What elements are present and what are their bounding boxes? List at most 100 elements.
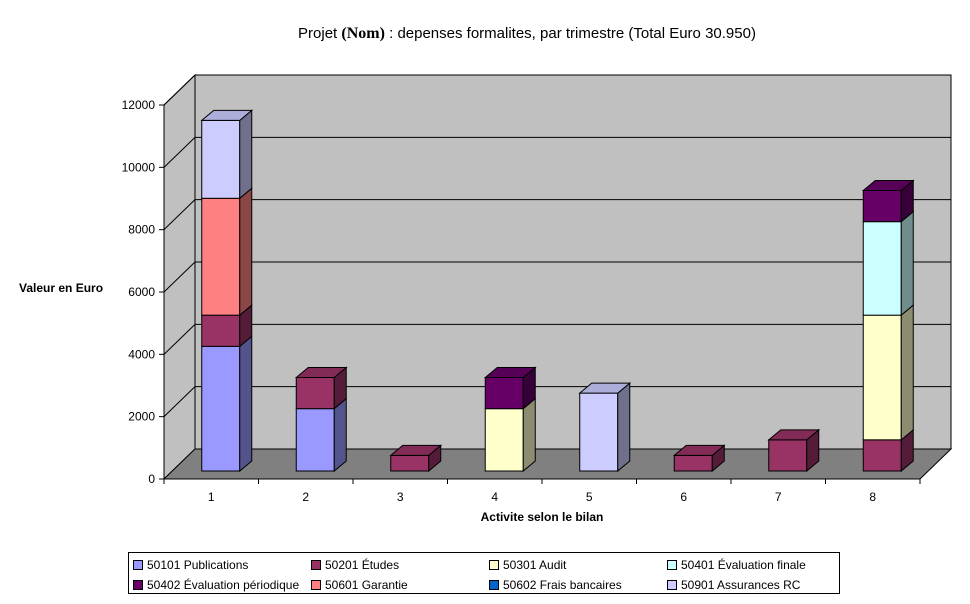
gridline-side (163, 199, 196, 231)
x-tick-label: 8 (869, 490, 876, 504)
legend-swatch (667, 560, 677, 570)
bar-segment (389, 444, 443, 473)
y-tick-label: 8000 (128, 223, 155, 237)
bar-side (239, 187, 253, 317)
gridline-side (163, 261, 196, 293)
legend-label: 50301 Audit (503, 558, 567, 572)
gridline-side (163, 386, 196, 418)
bar-segment (862, 304, 914, 441)
x-tick-label: 2 (302, 490, 309, 504)
gridline-side (163, 136, 196, 168)
legend-label: 50101 Publications (147, 558, 249, 572)
x-tick-label: 5 (586, 490, 593, 504)
legend-swatch (667, 580, 677, 590)
x-tick-label: 7 (775, 490, 782, 504)
legend-swatch (311, 560, 321, 570)
y-axis-label: Valeur en Euro (19, 281, 103, 295)
legend-item: 50601 Garantie (307, 575, 485, 595)
y-tick-label: 6000 (128, 285, 155, 299)
bar-segment (862, 210, 914, 317)
bar-segment (672, 444, 726, 473)
legend-item: 50201 Études (307, 555, 485, 575)
bar-front (484, 377, 524, 410)
bar-front (862, 314, 902, 441)
bar-side (239, 335, 253, 473)
bar-segment (578, 382, 632, 473)
legend-swatch (133, 580, 143, 590)
bar-segment (484, 397, 536, 473)
bar-top (389, 444, 443, 456)
bar-front (862, 439, 902, 472)
bar-top (767, 429, 821, 441)
bar-side (900, 210, 914, 317)
legend-item: 50101 Publications (129, 555, 307, 575)
legend-swatch (133, 560, 143, 570)
chart-title-suffix: : depenses formalites, par trimestre (To… (385, 25, 756, 42)
bar-top (483, 367, 537, 378)
y-tick-label: 10000 (122, 160, 156, 174)
bar-side (333, 397, 347, 473)
legend-item: 50402 Évaluation périodique (129, 575, 307, 595)
bar-front (295, 408, 335, 472)
bar-top (861, 180, 915, 191)
chart-title-emph: (Nom) (341, 25, 385, 42)
bar-segment (483, 366, 537, 410)
legend-item: 50901 Assurances RC (663, 575, 841, 595)
legend-item: 50301 Audit (485, 555, 663, 575)
bar-front (390, 454, 430, 472)
legend-label: 50901 Assurances RC (681, 578, 801, 592)
bar-front (673, 454, 713, 472)
bar-front (201, 197, 241, 316)
bar-front (201, 314, 241, 347)
bar-front (862, 190, 902, 223)
legend-swatch (489, 560, 499, 570)
bar-segment (201, 335, 253, 473)
y-tick-label: 4000 (128, 347, 155, 361)
floor (162, 448, 953, 480)
x-tick-label: 4 (491, 490, 498, 504)
chart-legend: 50101 Publications 50201 Études 50301 Audi… (128, 552, 840, 594)
legend-label: 50201 Études (325, 558, 400, 572)
gridline-side (163, 323, 196, 355)
bar-top (578, 382, 632, 394)
chart-title: Projet (Nom) : depenses formalites, par … (298, 25, 756, 42)
bar-front (201, 345, 241, 472)
bar-side (239, 109, 253, 200)
bar-segment (295, 397, 347, 473)
x-tick-label: 3 (397, 490, 404, 504)
legend-label: 50602 Frais bancaires (503, 578, 622, 592)
bar-segment (861, 179, 915, 223)
bar-side (522, 397, 536, 473)
legend-swatch (311, 580, 321, 590)
x-tick-label: 1 (208, 490, 215, 504)
bar-top (672, 444, 726, 456)
bar-top (200, 109, 254, 121)
y-tick-label: 2000 (128, 410, 155, 424)
legend-label: 50402 Évaluation périodique (147, 578, 300, 592)
bar-segment (294, 366, 348, 410)
chart-title-prefix: Projet (298, 25, 341, 42)
legend-swatch (489, 580, 499, 590)
bar-front (862, 221, 902, 316)
bar-side (900, 304, 914, 441)
legend-label: 50401 Évaluation finale (681, 558, 806, 572)
y-tick-label: 0 (148, 472, 155, 486)
bar-front (484, 408, 524, 472)
bar-front (201, 119, 241, 199)
bar-front (579, 392, 619, 472)
legend-item: 50401 Évaluation finale (663, 555, 841, 575)
bar-segment (201, 187, 253, 317)
bar-side (617, 382, 631, 473)
x-tick-label: 6 (680, 490, 687, 504)
x-axis-label: Activite selon le bilan (481, 510, 604, 524)
bar-segment (200, 109, 254, 200)
gridline-side (163, 74, 196, 106)
bar-front (768, 439, 808, 472)
y-tick-label: 12000 (122, 98, 156, 112)
bar-top (294, 367, 348, 378)
bar-segment (862, 428, 914, 473)
legend-label: 50601 Garantie (325, 578, 408, 592)
bar-segment (767, 428, 821, 473)
bar-front (295, 377, 335, 410)
